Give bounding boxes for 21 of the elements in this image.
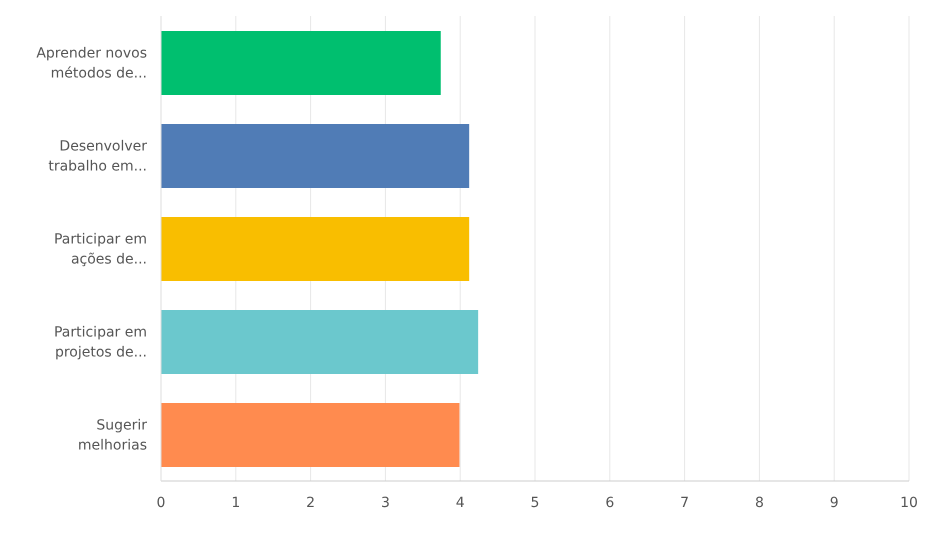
bar (161, 310, 478, 374)
x-tick-label: 4 (456, 494, 465, 511)
x-tick-label: 2 (306, 494, 316, 511)
x-tick-label: 6 (605, 494, 614, 511)
x-tick-label: 3 (380, 494, 390, 511)
y-tick-label: Participar em ações de... (54, 232, 147, 268)
y-tick-label: Sugerir melhorias (78, 418, 148, 454)
x-tick-label: 0 (156, 494, 166, 511)
y-tick-label: Aprender novos métodos de... (36, 46, 147, 82)
bar (161, 31, 441, 95)
x-tick-label: 8 (754, 494, 764, 511)
x-tick-label: 1 (231, 494, 240, 511)
x-tick-label: 9 (830, 494, 839, 511)
y-tick-label: Desenvolver trabalho em... (48, 138, 148, 174)
x-tick-label: 5 (530, 494, 540, 511)
x-tick-label: 7 (680, 494, 690, 511)
bar (161, 217, 470, 281)
x-tick-label: 10 (900, 494, 918, 511)
y-tick-label: Participar em projetos de... (54, 324, 147, 360)
bar (161, 403, 460, 467)
bar (161, 124, 470, 188)
